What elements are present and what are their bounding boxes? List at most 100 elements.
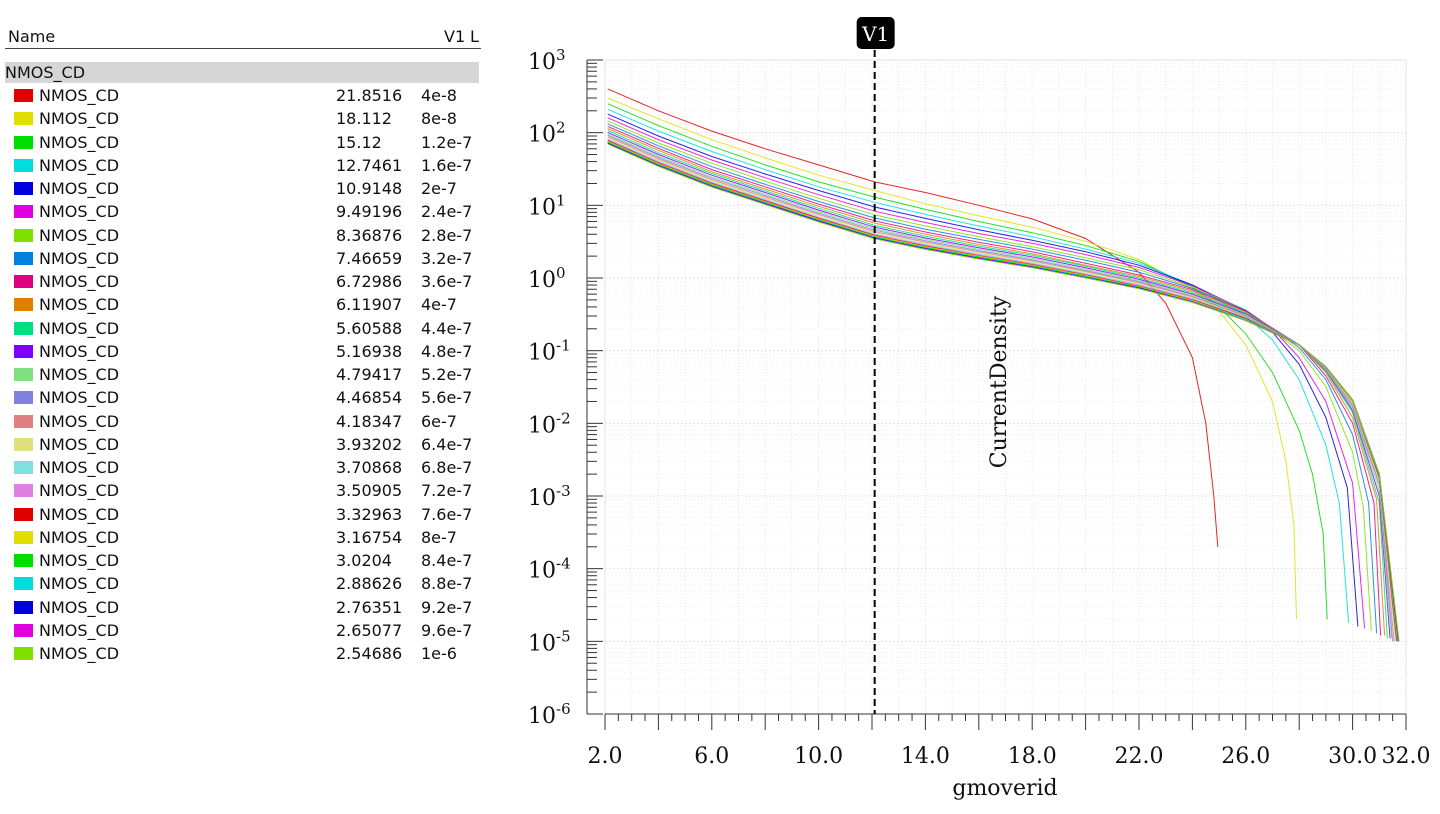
series-line-25 [607,143,1400,642]
legend-swatch [14,321,33,335]
legend-row-name: NMOS_CD [39,295,120,315]
x-tick-label: 26.0 [1221,744,1270,769]
legend-row[interactable]: NMOS_CD 8.36876 2.8e-7 [0,224,485,247]
series-line-11 [607,130,1388,639]
legend-swatch [14,251,33,265]
legend-swatch [14,135,33,149]
legend-row[interactable]: NMOS_CD 3.16754 8e-7 [0,526,485,549]
legend-swatch [14,368,33,381]
series-line-5 [607,113,1359,627]
legend-row[interactable]: NMOS_CD 2.76351 9.2e-7 [0,596,485,619]
legend-row-name: NMOS_CD [39,155,120,175]
legend-group-row[interactable]: NMOS_CD [5,62,479,83]
legend-row[interactable]: NMOS_CD 21.8516 4e-8 [0,84,485,107]
legend-row[interactable]: NMOS_CD 10.9148 2e-7 [0,177,485,200]
legend-row[interactable]: NMOS_CD 15.12 1.2e-7 [0,131,485,154]
x-axis-label: gmoverid [952,776,1057,801]
series-line-10 [607,128,1386,636]
y-tick-label: 10-2 [528,409,571,438]
legend-row[interactable]: NMOS_CD 3.32963 7.6e-7 [0,503,485,526]
legend-row-l: 5.6e-7 [421,388,473,408]
legend-swatch [14,89,33,102]
y-tick-label: 10-6 [528,700,571,729]
y-axis-label: CurrentDensity [987,295,1012,468]
legend-row-name: NMOS_CD [39,411,120,431]
legend-swatch [14,228,33,242]
legend-row[interactable]: NMOS_CD 9.49196 2.4e-7 [0,200,485,223]
legend-row-name: NMOS_CD [39,179,120,198]
legend-row-l: 4.4e-7 [421,318,473,338]
x-tick-label: 32.0 [1382,744,1431,769]
legend-header-value[interactable]: V1 [444,27,466,46]
chart-series [607,88,1400,642]
legend-row-l: 4e-7 [421,295,457,315]
series-line-3 [607,103,1328,620]
legend-row[interactable]: NMOS_CD 2.88626 8.8e-7 [0,572,485,595]
y-tick-label: 102 [528,119,566,148]
legend-row-value: 4.18347 [336,411,403,431]
legend-swatch [14,647,33,660]
legend-row[interactable]: NMOS_CD 4.79417 5.2e-7 [0,363,485,386]
x-tick-label: 2.0 [588,744,623,769]
legend-row[interactable]: NMOS_CD 3.93202 6.4e-7 [0,433,485,456]
legend-row-l: 6.4e-7 [421,434,473,454]
legend-swatch [14,298,33,312]
chart-marker[interactable]: V1 [856,17,895,714]
legend-row[interactable]: NMOS_CD 2.54686 1e-6 [0,642,485,665]
legend-row-name: NMOS_CD [39,527,120,547]
y-tick-exponent: 1 [556,191,566,209]
legend-row[interactable]: NMOS_CD 5.16938 4.8e-7 [0,340,485,363]
y-tick-base: 10 [528,631,556,656]
series-line-8 [607,123,1378,634]
legend-row-value: 21.8516 [336,86,403,105]
y-tick-base: 10 [528,559,556,584]
legend-row-name: NMOS_CD [39,272,120,291]
legend-row[interactable]: NMOS_CD 12.7461 1.6e-7 [0,154,485,177]
legend-swatch [14,484,33,498]
y-tick-label: 10-3 [528,482,571,511]
y-tick-base: 10 [528,486,556,511]
x-tick-label: 18.0 [1008,744,1057,769]
legend-row-value: 3.16754 [336,527,403,547]
legend-row-name: NMOS_CD [39,202,120,222]
legend-row-name: NMOS_CD [39,248,120,268]
legend-swatch [14,275,33,288]
legend-row-name: NMOS_CD [39,341,120,361]
legend-row-l: 4.8e-7 [421,341,473,361]
legend-row-value: 2.88626 [336,574,403,594]
legend-row-l: 9.2e-7 [421,597,473,617]
legend-swatch [14,112,33,126]
series-line-1 [607,88,1219,547]
y-tick-exponent: -6 [556,700,571,718]
legend-row[interactable]: NMOS_CD 3.50905 7.2e-7 [0,479,485,502]
legend-row[interactable]: NMOS_CD 2.65077 9.6e-7 [0,619,485,642]
legend-row-value: 4.46854 [336,388,403,408]
legend-header-l[interactable]: L [470,27,479,46]
legend-row-name: NMOS_CD [39,318,120,338]
legend-row-value: 5.16938 [336,341,403,361]
legend-row[interactable]: NMOS_CD 4.18347 6e-7 [0,410,485,433]
legend-row-value: 3.32963 [336,504,403,524]
legend-row[interactable]: NMOS_CD 6.11907 4e-7 [0,293,485,316]
legend-row-l: 8e-7 [421,527,457,547]
legend-row-name: NMOS_CD [39,225,120,245]
legend-row-name: NMOS_CD [39,365,120,384]
legend-row[interactable]: NMOS_CD 7.46659 3.2e-7 [0,247,485,270]
chart-svg: 2.0 6.0 10.0 14.0 18.0 22.0 26.0 30.0 32.0103102… [528,17,1431,801]
legend-row[interactable]: NMOS_CD 6.72986 3.6e-7 [0,270,485,293]
y-tick-exponent: -5 [556,627,571,645]
legend-swatch [14,554,33,567]
legend-row[interactable]: NMOS_CD 18.112 8e-8 [0,107,485,130]
legend-row-name: NMOS_CD [39,434,120,454]
legend-row-value: 7.46659 [336,248,403,268]
legend-row-l: 9.6e-7 [421,620,473,640]
legend-header-name[interactable]: Name [8,27,56,46]
legend-row-name: NMOS_CD [39,388,120,408]
legend-row-l: 7.2e-7 [421,481,473,501]
legend-row[interactable]: NMOS_CD 3.0204 8.4e-7 [0,549,485,572]
legend-swatch [14,344,33,358]
y-tick-exponent: 3 [556,46,566,64]
legend-row[interactable]: NMOS_CD 5.60588 4.4e-7 [0,317,485,340]
legend-row[interactable]: NMOS_CD 3.70868 6.8e-7 [0,456,485,479]
legend-row[interactable]: NMOS_CD 4.46854 5.6e-7 [0,386,485,409]
